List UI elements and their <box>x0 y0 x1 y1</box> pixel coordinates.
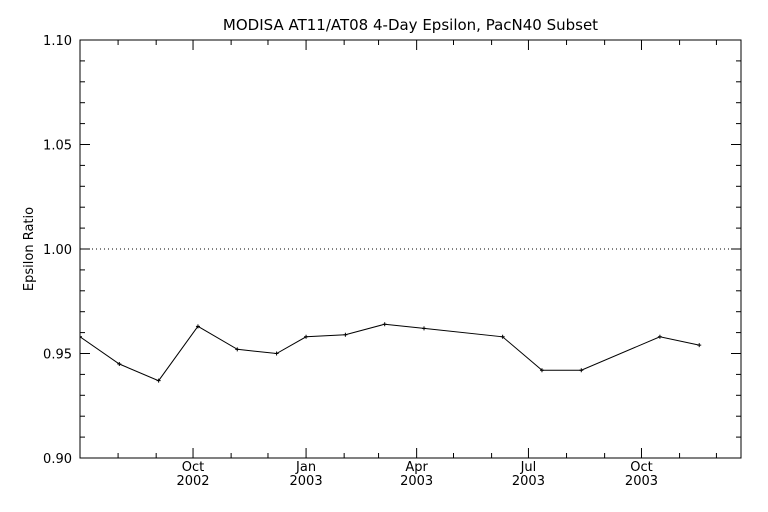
x-tick-month-label: Jul <box>520 460 537 475</box>
data-point <box>80 334 82 339</box>
plot-frame <box>79 39 742 459</box>
data-point <box>382 322 387 327</box>
y-tick-label: 0.95 <box>43 348 72 363</box>
data-point <box>274 351 279 356</box>
data-point <box>343 332 348 337</box>
x-tick-year-label: 2003 <box>625 474 658 489</box>
x-tick-month-label: Jan <box>295 460 316 475</box>
x-tick-year-label: 2003 <box>512 474 545 489</box>
data-point <box>235 347 240 352</box>
y-tick-label: 1.05 <box>43 139 72 154</box>
x-tick-year-label: 2002 <box>176 474 209 489</box>
x-tick-month-label: Oct <box>182 460 204 475</box>
data-point <box>697 343 702 348</box>
y-tick-label: 0.90 <box>43 452 72 467</box>
series-line <box>80 323 700 382</box>
data-point <box>579 368 584 373</box>
x-tick-month-label: Apr <box>405 460 428 475</box>
y-axis-label: Epsilon Ratio <box>22 207 37 291</box>
x-tick-month-label: Oct <box>630 460 652 475</box>
y-tick-label: 1.00 <box>43 243 72 258</box>
data-point <box>500 334 505 339</box>
x-tick-year-label: 2003 <box>290 474 323 489</box>
data-point <box>539 368 544 373</box>
y-tick-label: 1.10 <box>43 34 72 49</box>
axes-ticks: 0.900.951.001.051.10Oct2002Jan2003Apr200… <box>43 34 741 489</box>
data-point <box>117 361 122 366</box>
data-point <box>657 334 662 339</box>
data-point <box>156 378 161 383</box>
chart-title: MODISA AT11/AT08 4-Day Epsilon, PacN40 S… <box>223 16 598 34</box>
data-point <box>195 324 200 329</box>
x-tick-year-label: 2003 <box>400 474 433 489</box>
series-group <box>80 322 702 383</box>
data-point <box>422 326 427 331</box>
data-point <box>304 334 309 339</box>
